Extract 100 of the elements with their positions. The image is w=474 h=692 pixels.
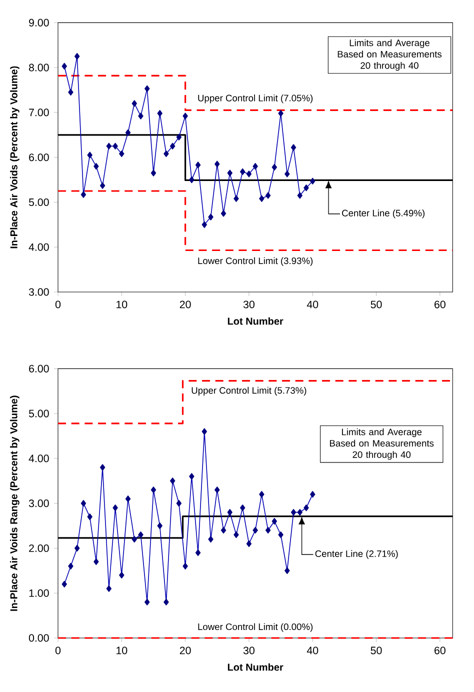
y-tick-label: 7.00 [29, 108, 49, 116]
point [290, 508, 296, 516]
point [74, 544, 80, 552]
series-label: Lower Control Limit (0.00%) [198, 623, 313, 632]
point [106, 585, 112, 592]
point [240, 504, 246, 512]
point [144, 85, 150, 92]
point [272, 164, 278, 171]
x-tick-label: 30 [243, 646, 254, 654]
point [68, 562, 74, 570]
point [220, 526, 226, 534]
point [202, 428, 208, 435]
point [150, 486, 156, 494]
x-axis-title: Lot Number [228, 663, 284, 671]
point [176, 134, 182, 140]
point [157, 522, 162, 530]
x-tick-label: 50 [370, 300, 382, 308]
point [202, 221, 208, 228]
point [138, 112, 144, 120]
point [214, 160, 220, 168]
point [100, 464, 106, 471]
point [284, 567, 290, 574]
series-label: Lower Control Limit (3.93%) [198, 257, 313, 266]
point [106, 142, 112, 150]
point [182, 562, 188, 570]
annotation: Limits and Average Based on Measurements 20 through 40 [338, 39, 442, 71]
point [246, 540, 252, 548]
point [259, 491, 264, 498]
point [62, 62, 67, 70]
text: Center Line (5.49%) [342, 210, 425, 218]
text: Center Line (2.71%) [315, 550, 398, 559]
x-axis-title: Lot Number [228, 317, 284, 325]
point [310, 491, 316, 498]
point [125, 496, 131, 502]
point [170, 478, 176, 484]
point [132, 100, 137, 107]
y-tick-label: 5.00 [28, 198, 49, 206]
point [272, 518, 278, 525]
point [290, 144, 296, 151]
annotation: Limits and Average Based on Measurements 20 through 40 [330, 428, 434, 460]
series-label: Upper Control Limit (5.73%) [192, 386, 306, 396]
x-tick-label: 30 [243, 300, 254, 308]
x-tick-label: 60 [434, 300, 446, 308]
point [214, 486, 220, 494]
point [227, 170, 232, 176]
point [189, 176, 194, 184]
point [220, 210, 226, 217]
point [195, 162, 201, 168]
point [157, 110, 162, 117]
point [80, 191, 86, 198]
point [182, 112, 188, 120]
point [208, 214, 214, 220]
y-tick-label: 4.00 [28, 454, 49, 462]
point [234, 531, 239, 538]
point [119, 572, 124, 578]
point [195, 549, 201, 556]
x-tick-label: 60 [434, 646, 446, 654]
point [144, 598, 150, 606]
point [189, 473, 194, 480]
x-tick-label: 0 [55, 300, 61, 308]
y-axis-title: In-Place Air Voids (Percent by Volume) [10, 66, 20, 248]
point [150, 170, 156, 176]
point [94, 162, 99, 170]
point [265, 526, 271, 534]
series-label: Upper Control Limit (7.05%) [198, 94, 313, 104]
point [164, 150, 169, 158]
point [138, 531, 144, 538]
x-tick-label: 10 [116, 300, 128, 308]
point [252, 526, 258, 534]
point [297, 508, 302, 516]
point [68, 88, 74, 96]
x-tick-label: 10 [116, 646, 128, 654]
point [304, 184, 309, 192]
y-tick-label: 6.00 [29, 364, 49, 372]
point [297, 192, 302, 199]
y-tick-label: 9.00 [29, 18, 49, 26]
point [170, 142, 176, 150]
point [265, 192, 271, 199]
point [284, 170, 290, 178]
x-tick-label: 20 [180, 646, 191, 654]
point [74, 53, 80, 60]
y-tick-label: 0.00 [28, 634, 49, 642]
point [125, 129, 131, 136]
point [278, 110, 284, 117]
y-tick-label: 5.00 [28, 410, 49, 418]
point [112, 504, 118, 512]
point [304, 504, 309, 512]
y-tick-label: 4.00 [28, 243, 49, 251]
point [112, 142, 118, 150]
x-tick-label: 0 [55, 646, 61, 654]
y-tick-label: 6.00 [29, 154, 49, 162]
point [227, 508, 232, 516]
y-tick-label: 1.00 [29, 589, 49, 597]
point [94, 558, 99, 566]
point [119, 150, 124, 158]
point [259, 195, 264, 202]
point [62, 580, 67, 588]
x-tick-label: 40 [306, 646, 318, 654]
point [132, 536, 137, 543]
point [246, 170, 252, 178]
